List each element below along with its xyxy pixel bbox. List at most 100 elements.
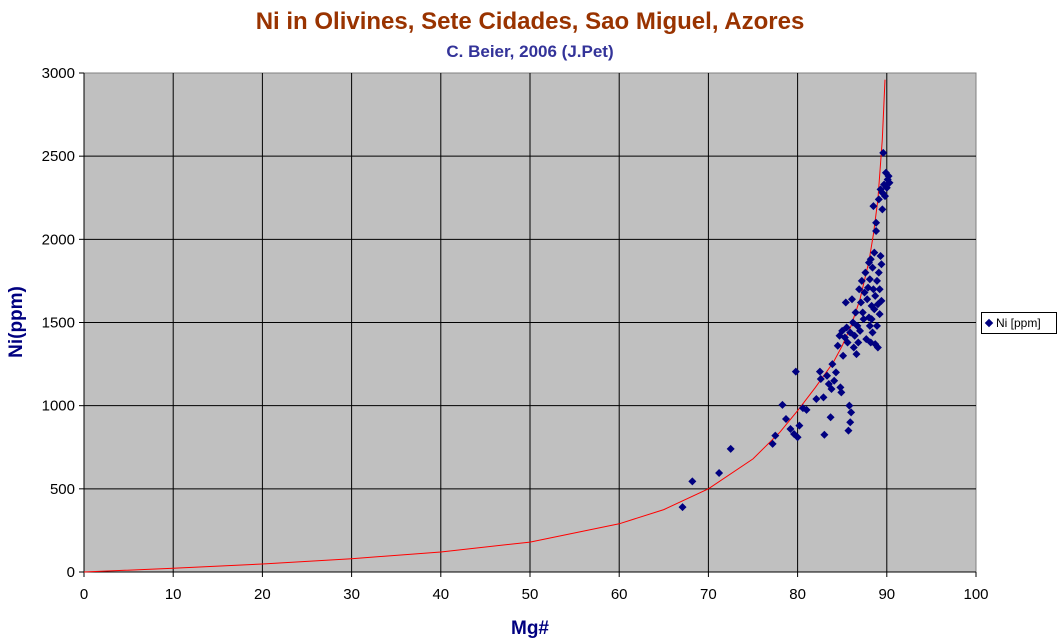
data-point: [816, 375, 825, 384]
y-tick-label: 3000: [42, 65, 75, 82]
data-point: [869, 202, 878, 211]
data-point: [874, 195, 883, 204]
trend-line: [83, 79, 886, 573]
data-point: [841, 298, 850, 307]
x-tick-label: 40: [432, 586, 449, 603]
data-point: [815, 367, 824, 376]
data-point: [791, 367, 800, 376]
y-axis-title: Ni(ppm): [6, 286, 27, 358]
data-point: [688, 477, 697, 486]
data-point: [872, 321, 881, 330]
data-point: [839, 351, 848, 360]
data-point: [865, 321, 874, 330]
data-point: [855, 285, 864, 294]
y-tick-label: 500: [50, 481, 75, 498]
x-axis-title: Mg#: [511, 618, 549, 639]
data-point: [878, 205, 887, 214]
data-point: [844, 426, 853, 435]
data-point: [802, 405, 811, 414]
data-point: [820, 430, 829, 439]
y-tick-label: 1000: [42, 398, 75, 415]
x-tick-label: 80: [789, 586, 806, 603]
data-point: [873, 343, 882, 352]
data-point: [850, 331, 859, 340]
data-point: [782, 414, 791, 423]
data-point: [870, 305, 879, 314]
data-point: [830, 376, 839, 385]
data-point: [877, 260, 886, 269]
data-point: [837, 388, 846, 397]
data-point: [851, 308, 860, 317]
axes: 0 10 20 30 40 50 60 70 80 90 100050010001500200025…: [42, 65, 989, 603]
y-tick-label: 1500: [42, 315, 75, 332]
data-point: [823, 371, 832, 380]
data-point: [726, 444, 735, 453]
legend-entry-label: Ni [ppm]: [996, 316, 1041, 330]
data-point: [845, 401, 854, 410]
x-tick-label: 10: [165, 586, 182, 603]
data-point: [867, 315, 876, 324]
data-point: [848, 295, 857, 304]
x-tick-label: 100: [963, 586, 988, 603]
y-tick-label: 2500: [42, 148, 75, 165]
data-point: [875, 310, 884, 319]
data-point: [863, 295, 872, 304]
chart-subtitle: C. Beier, 2006 (J.Pet): [446, 42, 614, 61]
data-point: [875, 285, 884, 294]
data-point: [852, 350, 861, 359]
data-point: [836, 383, 845, 392]
data-point: [833, 341, 842, 350]
data-point: [856, 326, 865, 335]
data-point: [678, 503, 687, 512]
data-point: [868, 263, 877, 272]
data-point: [795, 421, 804, 430]
data-point: [778, 400, 787, 409]
data-point: [877, 296, 886, 305]
x-tick-label: 90: [878, 586, 895, 603]
data-point: [874, 268, 883, 277]
data-point: [819, 393, 828, 402]
data-point: [768, 439, 777, 448]
data-point: [861, 268, 870, 277]
data-point: [866, 255, 875, 264]
y-tick-label: 0: [67, 564, 75, 581]
data-point: [846, 418, 855, 427]
legend-diamond-icon: [984, 318, 994, 328]
data-point: [876, 251, 885, 260]
data-point: [872, 276, 881, 285]
data-point: [847, 408, 856, 417]
data-point: [854, 338, 863, 347]
data-point: [871, 291, 880, 300]
data-point: [856, 298, 865, 307]
data-point: [812, 395, 821, 404]
data-point: [860, 288, 869, 297]
grid-lines: [84, 73, 976, 572]
data-point: [884, 172, 893, 181]
data-point: [870, 248, 879, 257]
data-point: [858, 308, 867, 317]
data-point: [771, 431, 780, 440]
legend: Ni [ppm]: [981, 312, 1057, 334]
x-tick-label: 20: [254, 586, 271, 603]
data-point: [827, 385, 836, 394]
data-points: [678, 148, 894, 512]
data-point: [885, 178, 894, 187]
data-point: [857, 276, 866, 285]
data-point: [831, 368, 840, 377]
data-point: [786, 424, 795, 433]
x-tick-label: 0: [80, 586, 88, 603]
data-point: [843, 338, 852, 347]
data-point: [793, 433, 802, 442]
data-point: [868, 328, 877, 337]
data-point: [881, 192, 890, 201]
x-tick-label: 60: [611, 586, 628, 603]
data-point: [842, 323, 851, 332]
data-point: [826, 413, 835, 422]
data-point: [849, 343, 858, 352]
x-tick-label: 70: [700, 586, 717, 603]
data-point: [872, 227, 881, 236]
data-point: [828, 360, 837, 369]
x-tick-label: 30: [343, 586, 360, 603]
